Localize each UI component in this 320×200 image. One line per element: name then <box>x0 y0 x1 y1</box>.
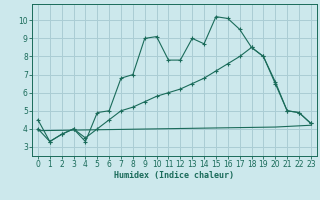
X-axis label: Humidex (Indice chaleur): Humidex (Indice chaleur) <box>115 171 234 180</box>
